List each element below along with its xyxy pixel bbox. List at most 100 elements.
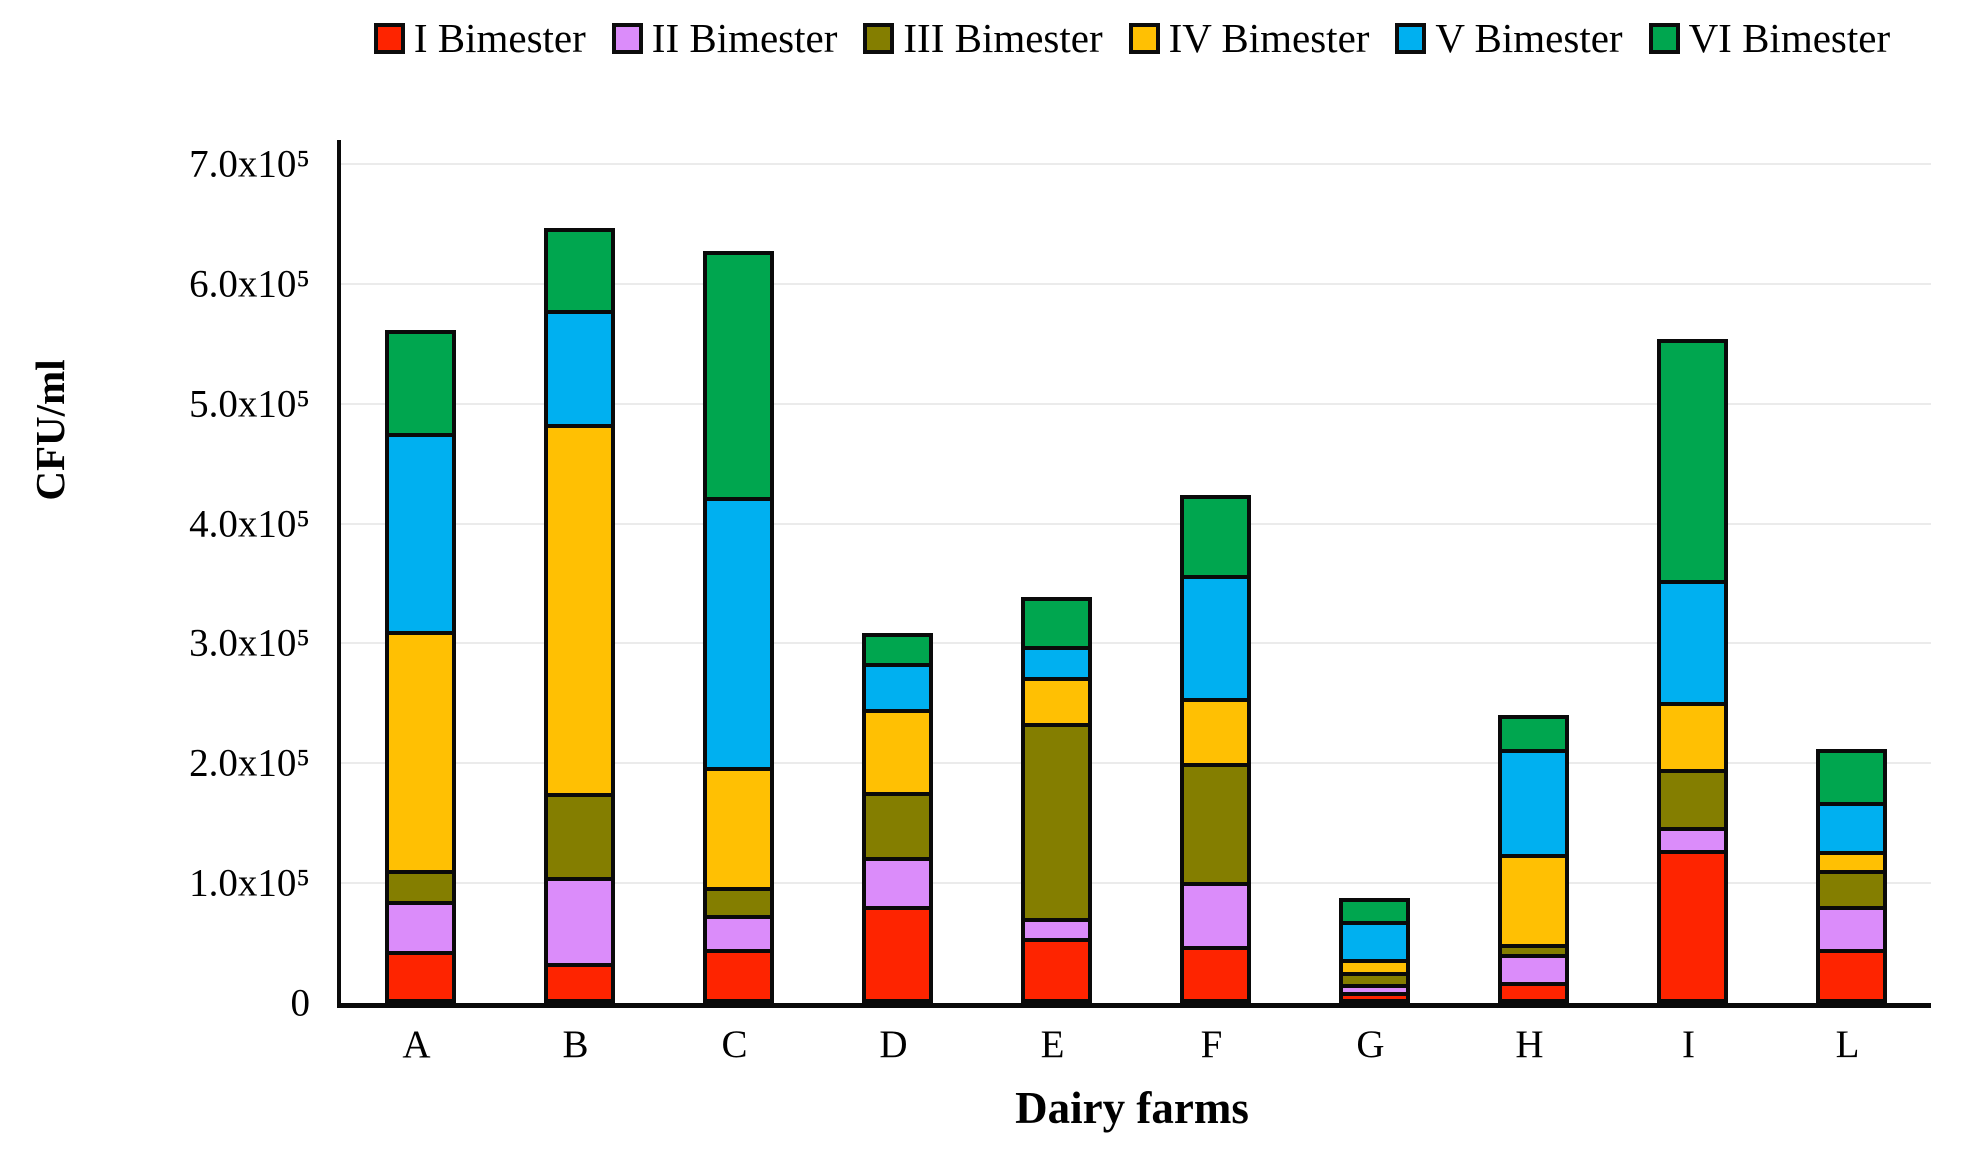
bar-segment [1818, 804, 1885, 853]
legend-item: II Bimester [611, 18, 837, 59]
bar-segment [705, 769, 772, 889]
bar-segment [546, 230, 613, 312]
gridline [341, 762, 1931, 765]
y-tick-label: 6.0x10⁵ [189, 262, 310, 306]
y-tick-label: 7.0x10⁵ [189, 142, 310, 186]
bar-segment [1659, 829, 1726, 852]
bar-segment [1659, 582, 1726, 704]
bar-segment [1818, 951, 1885, 1001]
gridline [341, 642, 1931, 645]
bar-segment [864, 794, 931, 859]
stacked-bar-g [1339, 898, 1410, 1003]
bar-segment [1182, 765, 1249, 884]
bar-segment [1500, 717, 1567, 751]
bar-segment [1659, 852, 1726, 1001]
legend-item-label: I Bimester [413, 15, 586, 61]
bar-column-b [500, 140, 659, 1003]
bar-segment [705, 889, 772, 917]
bar-segment [1023, 648, 1090, 679]
y-tick-label: 5.0x10⁵ [189, 382, 310, 426]
y-tick-label: 0 [290, 981, 311, 1025]
bar-segment [1182, 884, 1249, 948]
x-category-label: E [1040, 1023, 1065, 1066]
bar-segment [1818, 751, 1885, 804]
x-category-label: I [1682, 1023, 1695, 1066]
legend-item: IV Bimester [1128, 18, 1369, 59]
bar-segment [1023, 679, 1090, 725]
x-category-label: H [1515, 1023, 1544, 1066]
gridline [341, 882, 1931, 885]
legend-swatch-icon [863, 23, 895, 54]
bar-segment [1500, 751, 1567, 856]
stacked-bar-b [544, 228, 615, 1003]
bar-segment [387, 872, 454, 903]
bar-segment [1500, 856, 1567, 946]
bar-column-l [1772, 140, 1931, 1003]
bar-segment [546, 312, 613, 426]
gridline [341, 402, 1931, 405]
gridline [341, 282, 1931, 285]
x-category-label: B [562, 1023, 589, 1066]
legend-item-label: VI Bimester [1688, 15, 1891, 61]
bar-segment [387, 903, 454, 953]
legend-swatch-icon [611, 23, 643, 54]
bar-segment [1341, 961, 1408, 974]
y-tick-label: 1.0x10⁵ [189, 861, 310, 905]
x-category-label: F [1200, 1023, 1223, 1066]
legend-swatch-icon [1395, 23, 1427, 54]
stacked-bar-e [1021, 597, 1092, 1003]
bar-segment [705, 917, 772, 951]
bar-column-d [818, 140, 977, 1003]
x-category-label: D [879, 1023, 908, 1066]
legend-swatch-icon [373, 23, 405, 54]
bar-segment [864, 711, 931, 794]
legend-item: I Bimester [373, 15, 586, 61]
y-axis-ticks: 0 1.0x10⁵ 2.0x10⁵ 3.0x10⁵ 4.0x10⁵ 5.0x10⁵ 6.0x… [0, 140, 310, 1022]
bar-segment [1818, 908, 1885, 951]
bar-segment [1659, 704, 1726, 771]
bar-segment [1182, 700, 1249, 765]
x-axis-title: Dairy farms [1015, 1083, 1249, 1133]
legend-item: III Bimester [863, 18, 1103, 59]
bar-column-c [659, 140, 818, 1003]
bar-segment [546, 795, 613, 879]
bar-column-e [977, 140, 1136, 1003]
bar-segment [1659, 771, 1726, 829]
y-tick-label: 4.0x10⁵ [189, 502, 310, 546]
bar-segment [1023, 599, 1090, 648]
bar-segment [1818, 872, 1885, 908]
x-category-label: A [402, 1023, 431, 1066]
y-tick-label: 2.0x10⁵ [189, 741, 310, 785]
bars-row [341, 140, 1931, 1003]
x-category-label: G [1356, 1023, 1385, 1066]
stacked-bar-a [385, 330, 456, 1003]
bar-column-g [1295, 140, 1454, 1003]
legend-item-label: V Bimester [1435, 15, 1623, 61]
bar-segment [1023, 725, 1090, 920]
bar-segment [864, 665, 931, 711]
stacked-bar-h [1498, 715, 1569, 1003]
bar-column-h [1454, 140, 1613, 1003]
gridline [341, 522, 1931, 525]
bar-segment [864, 859, 931, 908]
bar-segment [1023, 920, 1090, 940]
stacked-bar-c [703, 251, 774, 1003]
stacked-bar-d [862, 633, 933, 1003]
bar-segment [1818, 853, 1885, 872]
stacked-bar-f [1180, 495, 1251, 1003]
bar-segment [705, 951, 772, 1001]
bar-segment [387, 435, 454, 633]
plot-area [337, 140, 1931, 1008]
bar-segment [864, 635, 931, 665]
bar-segment [1500, 946, 1567, 956]
bar-segment [546, 879, 613, 965]
bar-segment [1341, 974, 1408, 986]
bar-segment [1182, 497, 1249, 577]
x-category-label: C [721, 1023, 748, 1066]
legend: I Bimester II Bimester III Bimester IV Bime… [337, 18, 1927, 59]
bar-segment [1341, 994, 1408, 1001]
bar-segment [1341, 986, 1408, 994]
stacked-bar-i [1657, 339, 1728, 1003]
